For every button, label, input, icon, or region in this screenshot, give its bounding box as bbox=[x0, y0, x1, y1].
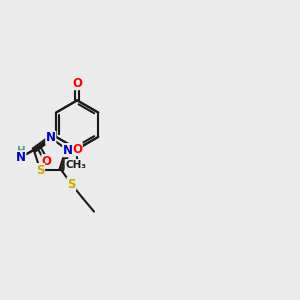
Text: S: S bbox=[67, 178, 76, 190]
Text: N: N bbox=[63, 144, 73, 157]
Text: O: O bbox=[72, 142, 82, 156]
Text: CH₃: CH₃ bbox=[65, 160, 86, 170]
Text: N: N bbox=[16, 151, 26, 164]
Text: N: N bbox=[46, 131, 56, 144]
Text: S: S bbox=[36, 164, 45, 177]
Text: O: O bbox=[42, 155, 52, 168]
Text: O: O bbox=[72, 76, 82, 90]
Text: H: H bbox=[17, 146, 26, 156]
